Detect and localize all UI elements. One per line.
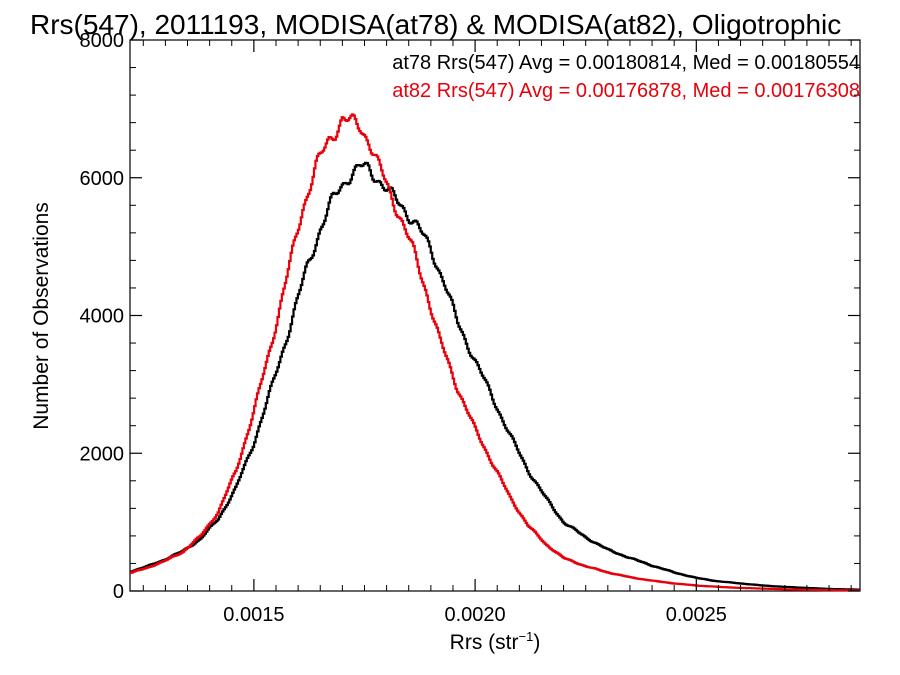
x-tick-label: 0.0025 (666, 604, 727, 626)
legend-entry-at78: at78 Rrs(547) Avg = 0.00180814, Med = 0.… (392, 52, 860, 74)
x-axis-label: Rrs (str−1) (450, 629, 541, 654)
x-axis-label-base: Rrs (str (450, 631, 519, 654)
plot-frame (129, 39, 861, 592)
x-tick-label: 0.0020 (445, 604, 506, 626)
chart-title: Rrs(547), 2011193, MODISA(at78) & MODISA… (30, 9, 841, 40)
series-layer (130, 113, 860, 592)
series-at82-histogram (130, 113, 860, 592)
y-tick-label: 8000 (80, 30, 125, 52)
x-tick-label: 0.0015 (223, 604, 284, 626)
series-at78-histogram (130, 161, 860, 591)
x-axis-label-superscript: −1 (519, 629, 534, 644)
y-axis-label: Number of Observations (30, 202, 53, 430)
ticks-layer: 0.0015 0.0020 0.0025 0 2000 4000 6000 8000 (80, 30, 860, 626)
y-tick-label: 0 (113, 581, 124, 603)
legend: at78 Rrs(547) Avg = 0.00180814, Med = 0.… (392, 52, 860, 102)
y-tick-label: 6000 (80, 168, 125, 190)
legend-entry-at82: at82 Rrs(547) Avg = 0.00176878, Med = 0.… (392, 80, 860, 102)
y-tick-label: 4000 (80, 306, 125, 328)
x-axis-label-close: ) (533, 631, 540, 654)
y-tick-label: 2000 (80, 443, 125, 465)
